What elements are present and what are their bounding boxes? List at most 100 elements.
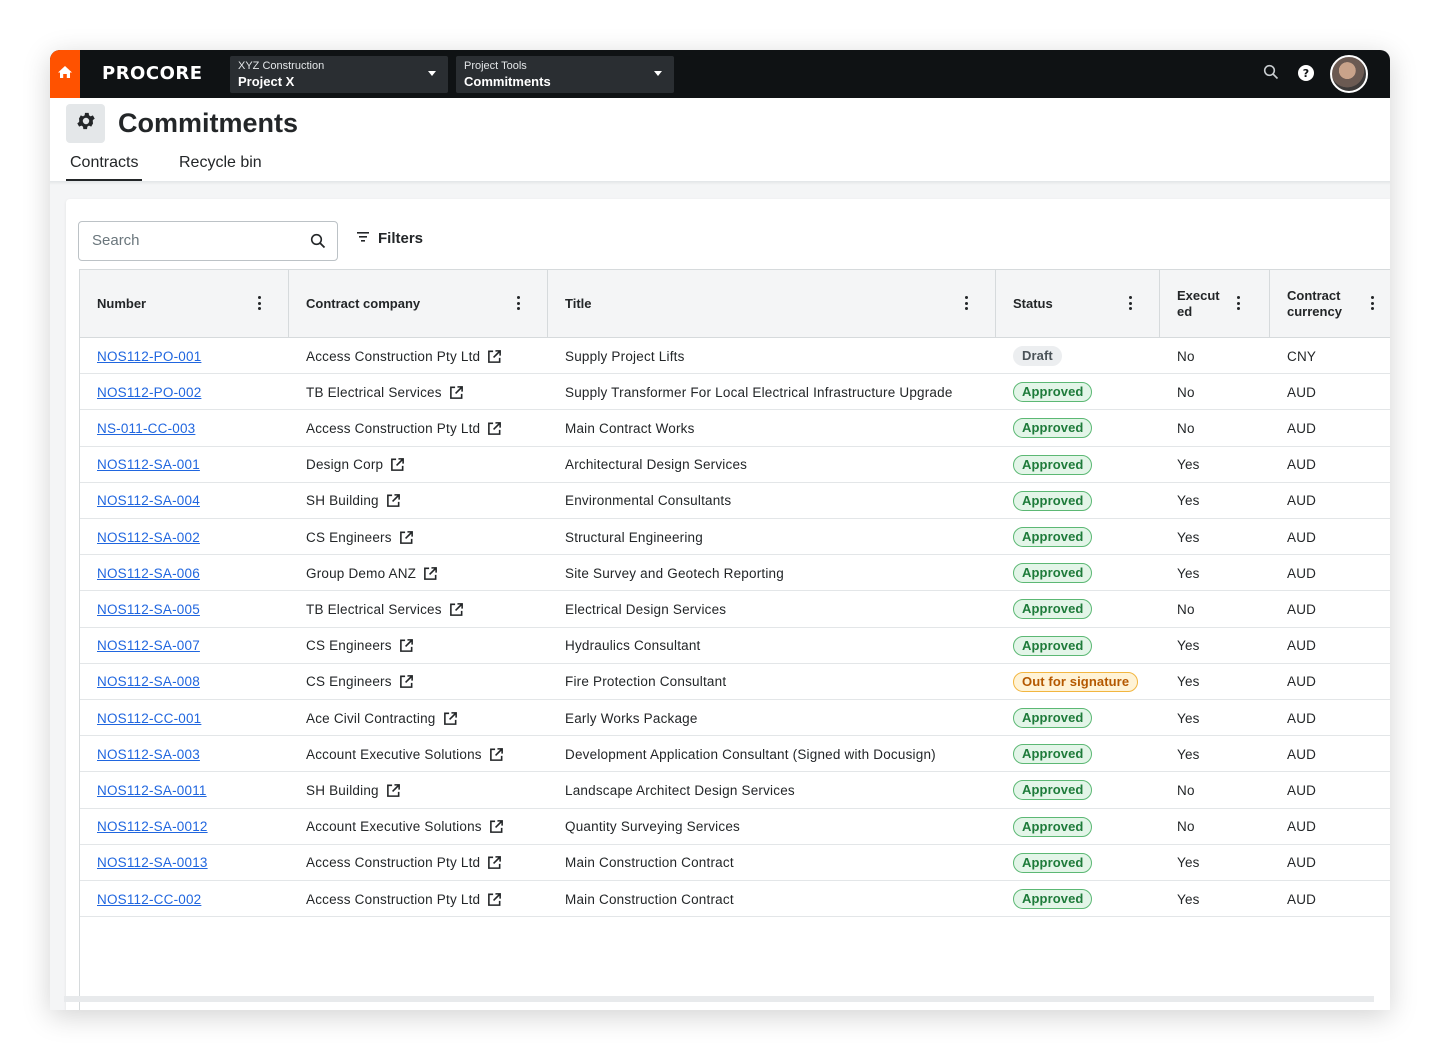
search-icon[interactable] (1263, 64, 1279, 85)
status-cell: Approved (1013, 410, 1093, 446)
external-link-icon[interactable] (423, 566, 438, 581)
executed-cell: No (1177, 772, 1195, 808)
table-row[interactable]: NOS112-PO-002 TB Electrical Services Suppl… (80, 374, 1390, 411)
contract-number-link[interactable]: NOS112-SA-008 (97, 674, 200, 690)
table-row[interactable]: NOS112-SA-005 TB Electrical Services Elect… (80, 591, 1390, 628)
contract-number-link[interactable]: NOS112-SA-002 (97, 529, 200, 545)
external-link-icon[interactable] (399, 638, 414, 653)
contract-number-link[interactable]: NOS112-SA-003 (97, 746, 200, 762)
table-row[interactable]: NOS112-SA-007 CS Engineers Hydraulics Cons… (80, 628, 1390, 664)
external-link-icon[interactable] (487, 421, 502, 436)
external-link-icon[interactable] (399, 530, 414, 545)
external-link-icon[interactable] (487, 855, 502, 870)
contract-number-link[interactable]: NOS112-CC-001 (97, 710, 202, 726)
title-cell: Supply Project Lifts (565, 338, 685, 374)
contract-title: Fire Protection Consultant (565, 674, 727, 690)
external-link-icon[interactable] (443, 711, 458, 726)
tab-contracts[interactable]: Contracts (66, 154, 143, 182)
column-header-status[interactable]: Status (996, 270, 1160, 338)
currency-cell: AUD (1287, 736, 1316, 772)
column-header-number[interactable]: Number (80, 270, 289, 338)
contract-number-link[interactable]: NS-011-CC-003 (97, 420, 196, 436)
horizontal-scrollbar[interactable] (64, 996, 1374, 1002)
procore-logo[interactable]: PROCORE (102, 63, 203, 84)
table-row[interactable]: NOS112-SA-0011 SH Building Landscape Archi… (80, 772, 1390, 809)
company-name: Account Executive Solutions (306, 746, 482, 762)
contract-number-link[interactable]: NOS112-SA-0012 (97, 819, 208, 835)
column-menu-icon[interactable] (1371, 296, 1375, 313)
table-row[interactable]: NOS112-PO-001 Access Construction Pty Ltd… (80, 338, 1390, 375)
external-link-icon[interactable] (487, 349, 502, 364)
column-header-contract-currency[interactable]: Contract currency (1270, 270, 1390, 338)
external-link-icon[interactable] (386, 493, 401, 508)
currency-value: AUD (1287, 638, 1317, 654)
external-link-icon[interactable] (489, 819, 504, 834)
executed-value: Yes (1177, 855, 1200, 871)
external-link-icon[interactable] (399, 674, 414, 689)
title-cell: Site Survey and Geotech Reporting (565, 555, 784, 591)
table-row[interactable]: NOS112-SA-0013 Access Construction Pty Lt… (80, 845, 1390, 881)
table-row[interactable]: NOS112-SA-008 CS Engineers Fire Protection… (80, 664, 1390, 700)
column-header-title[interactable]: Title (548, 270, 996, 338)
external-link-icon[interactable] (487, 892, 502, 907)
table-row[interactable]: NOS112-CC-002 Access Construction Pty Ltd… (80, 881, 1390, 918)
contract-number-link[interactable]: NOS112-SA-0011 (97, 782, 207, 798)
contract-number-link[interactable]: NOS112-PO-001 (97, 348, 202, 364)
column-menu-icon[interactable] (517, 296, 521, 313)
search-box[interactable] (78, 221, 338, 261)
contract-number-link[interactable]: NOS112-SA-004 (97, 493, 200, 509)
external-link-icon[interactable] (390, 457, 405, 472)
contract-number-link[interactable]: NOS112-SA-0013 (97, 855, 208, 871)
settings-button[interactable] (66, 104, 105, 143)
external-link-icon[interactable] (449, 602, 464, 617)
contract-number-link[interactable]: NOS112-CC-002 (97, 891, 202, 907)
company-project-select[interactable]: XYZ Construction Project X (230, 56, 448, 93)
table-row[interactable]: NOS112-SA-006 Group Demo ANZ Site Survey a… (80, 555, 1390, 592)
contract-number-link[interactable]: NOS112-SA-007 (97, 638, 200, 654)
table-row[interactable]: NOS112-SA-002 CS Engineers Structural Engi… (80, 519, 1390, 556)
number-cell: NOS112-CC-001 (97, 700, 201, 736)
home-button[interactable] (50, 50, 80, 98)
executed-cell: Yes (1177, 700, 1200, 736)
company-name: SH Building (306, 493, 379, 509)
executed-value: Yes (1177, 638, 1200, 654)
table-row[interactable]: NOS112-SA-0012 Account Executive Solution… (80, 809, 1390, 845)
table-row[interactable]: NOS112-SA-001 Design Corp Architectural De… (80, 447, 1390, 483)
status-cell: Approved (1013, 881, 1093, 917)
external-link-icon[interactable] (489, 747, 504, 762)
currency-cell: AUD (1287, 519, 1316, 555)
column-header-contract-company[interactable]: Contract company (289, 270, 548, 338)
contract-number-link[interactable]: NOS112-SA-001 (97, 457, 200, 473)
executed-cell: Yes (1177, 519, 1200, 555)
contract-number-link[interactable]: NOS112-PO-002 (97, 384, 202, 400)
table-row[interactable]: NS-011-CC-003 Access Construction Pty Ltd… (80, 410, 1390, 447)
tools-select[interactable]: Project Tools Commitments (456, 56, 674, 93)
tab-recycle-bin[interactable]: Recycle bin (179, 154, 262, 171)
column-menu-icon[interactable] (258, 296, 262, 313)
filters-button[interactable]: Filters (356, 230, 423, 247)
column-header-executed[interactable]: Execut ed (1160, 270, 1270, 338)
contract-title: Landscape Architect Design Services (565, 782, 795, 798)
executed-value: Yes (1177, 529, 1200, 545)
external-link-icon[interactable] (449, 385, 464, 400)
search-input[interactable] (92, 232, 292, 249)
search-icon[interactable] (310, 233, 326, 254)
column-menu-icon[interactable] (1129, 296, 1133, 313)
status-cell: Approved (1013, 628, 1093, 664)
avatar[interactable] (1330, 55, 1368, 93)
contracts-table: Number Contract company Title Status Exe… (79, 269, 1390, 1010)
contract-number-link[interactable]: NOS112-SA-005 (97, 601, 200, 617)
column-menu-icon[interactable] (965, 296, 969, 313)
number-cell: NOS112-SA-001 (97, 447, 200, 483)
external-link-icon[interactable] (386, 783, 401, 798)
executed-value: No (1177, 420, 1195, 436)
executed-value: Yes (1177, 493, 1200, 509)
table-row[interactable]: NOS112-CC-001 Ace Civil Contracting Early … (80, 700, 1390, 737)
table-row[interactable]: NOS112-SA-004 SH Building Environmental Co… (80, 483, 1390, 519)
status-cell: Approved (1013, 374, 1093, 410)
contract-number-link[interactable]: NOS112-SA-006 (97, 565, 200, 581)
table-row[interactable]: NOS112-SA-003 Account Executive Solutions… (80, 736, 1390, 773)
currency-cell: AUD (1287, 628, 1316, 664)
help-icon[interactable]: ? (1297, 64, 1315, 87)
column-menu-icon[interactable] (1237, 296, 1241, 313)
